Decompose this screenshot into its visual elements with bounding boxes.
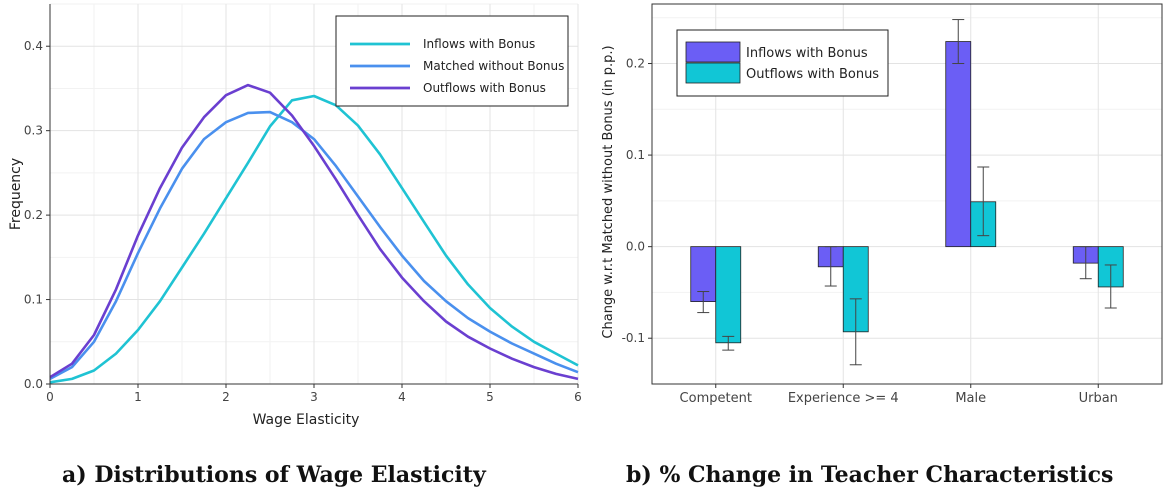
legend-label-0: Inflows with Bonus (423, 37, 535, 51)
x-tick-label: Male (955, 391, 986, 406)
bar-1-0 (715, 246, 742, 344)
x-tick-label: 6 (574, 390, 582, 404)
legend-key-0 (685, 41, 741, 63)
bar-0-0 (690, 246, 717, 302)
y-tick-label: 0.1 (24, 293, 43, 307)
x-tick-label: Competent (680, 391, 752, 406)
series-line-1 (49, 110, 579, 381)
legend-box (335, 15, 569, 107)
y-axis-title: Change w.r.t Matched without Bonus (in p… (601, 45, 616, 338)
teacher-characteristics-bar-chart: -0.1 0.0 0.1 0.2 Competent Experience >= 4 Mal… (601, 3, 1163, 406)
x-tick-label: 0 (46, 390, 54, 404)
wage-elasticity-density-chart: 0 1 2 3 4 5 6 0.0 0.1 0.2 0.3 0.4 Wage Elasticity Fre… (8, 3, 582, 428)
y-tick-label: -0.1 (622, 331, 645, 345)
series-line-0 (49, 94, 579, 384)
y-tick-label: 0.4 (24, 39, 43, 53)
legend-key-1 (685, 62, 741, 84)
caption-b: b) % Change in Teacher Characteristics (626, 462, 1114, 488)
series-line-2 (49, 83, 579, 381)
legend: Inflows with Bonus Outflows with Bonus (676, 29, 889, 97)
x-tick-label: 5 (486, 390, 494, 404)
x-tick-label: 3 (310, 390, 318, 404)
x-tick-label: Urban (1079, 391, 1118, 406)
y-tick-label: 0.2 (24, 208, 43, 222)
x-tick-label: 4 (398, 390, 406, 404)
legend: Inflows with Bonus Matched without Bonus O… (335, 15, 569, 107)
y-tick-label: 0.3 (24, 124, 43, 138)
legend-label-2: Outflows with Bonus (423, 81, 546, 95)
bar-0-2 (945, 41, 972, 248)
y-tick-label: 0.2 (626, 57, 645, 71)
x-axis-title: Wage Elasticity (253, 412, 360, 428)
x-tick-label: 1 (134, 390, 142, 404)
y-tick-label: 0.0 (626, 240, 645, 254)
x-tick-label: Experience >= 4 (788, 391, 899, 406)
legend-label-0: Inflows with Bonus (746, 46, 868, 61)
panel-border (651, 3, 1163, 385)
caption-a: a) Distributions of Wage Elasticity (62, 462, 486, 488)
legend-label-1: Matched without Bonus (423, 59, 564, 73)
y-tick-label: 0.1 (626, 148, 645, 162)
x-tick-label: 2 (222, 390, 230, 404)
legend-label-1: Outflows with Bonus (746, 67, 879, 82)
y-axis-title: Frequency (8, 158, 24, 230)
y-tick-label: 0.0 (24, 377, 43, 391)
